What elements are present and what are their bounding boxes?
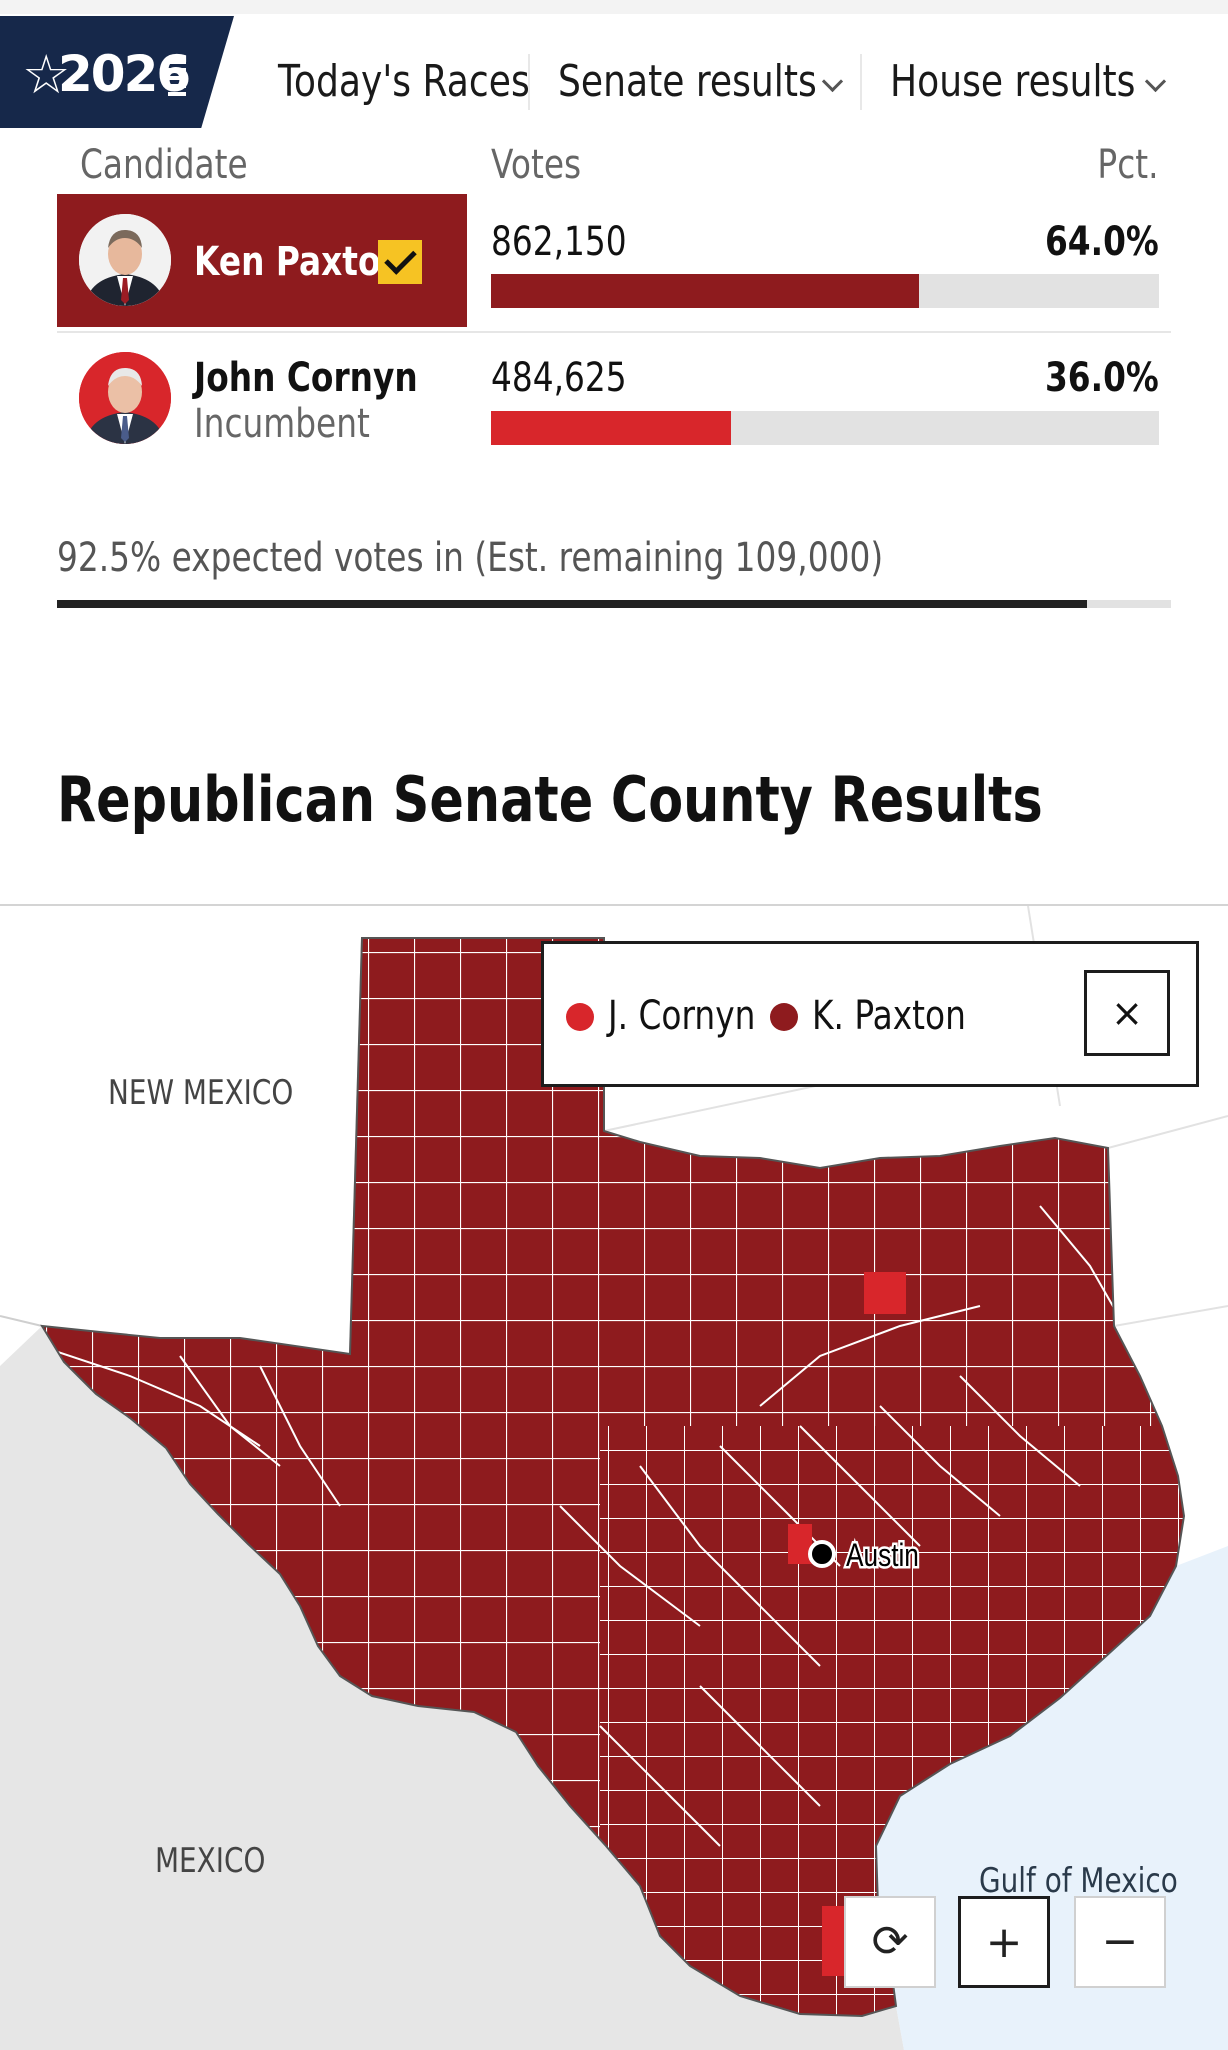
avatar-john-cornyn bbox=[79, 352, 171, 444]
flag-stripes-icon bbox=[168, 60, 186, 100]
expected-votes-progress bbox=[57, 600, 1171, 608]
nav-senate-results[interactable]: Senate results bbox=[558, 54, 874, 110]
avatar-ken-paxton bbox=[79, 214, 171, 306]
cornyn-county[interactable] bbox=[788, 1524, 812, 1564]
top-navigation: ☆ 2026 Today's Races Senate results Hous… bbox=[0, 14, 1228, 130]
map-legend: J. Cornyn K. Paxton × bbox=[541, 941, 1199, 1087]
candidate-name: Ken Paxton bbox=[194, 239, 404, 285]
candidate-header: Candidate bbox=[80, 142, 248, 188]
vote-share-fill bbox=[491, 411, 732, 445]
nav-divider bbox=[528, 54, 530, 110]
zoom-out-button[interactable]: − bbox=[1074, 1896, 1166, 1988]
legend-dot-cornyn bbox=[566, 1003, 594, 1031]
top-bar bbox=[0, 0, 1228, 15]
star-icon: ☆ bbox=[22, 43, 71, 106]
nav-house-results[interactable]: House results bbox=[890, 54, 1189, 110]
mexico-label: MEXICO bbox=[155, 1841, 266, 1881]
mexico-land bbox=[0, 1326, 904, 2050]
cornyn-county[interactable] bbox=[864, 1272, 906, 1314]
chevron-down-icon bbox=[1144, 70, 1167, 93]
legend-dot-paxton bbox=[770, 1003, 798, 1031]
vote-count: 862,150 bbox=[491, 219, 627, 265]
pct-header: Pct. bbox=[1097, 142, 1159, 188]
austin-city-marker[interactable] bbox=[808, 1540, 836, 1568]
vote-share-bar bbox=[491, 274, 1159, 308]
legend-close-button[interactable]: × bbox=[1084, 970, 1170, 1056]
map-section-title: Republican Senate County Results bbox=[57, 763, 1043, 836]
candidate-name: John Cornyn bbox=[194, 355, 418, 401]
expected-votes-progress-fill bbox=[57, 600, 1088, 608]
county-results-map[interactable]: Austin NEW MEXICO MEXICO Gulf of Mexico … bbox=[0, 904, 1228, 2050]
votes-header: Votes bbox=[491, 142, 582, 188]
winner-check-icon bbox=[378, 240, 422, 284]
legend-label-paxton: K. Paxton bbox=[812, 993, 966, 1039]
vote-share-fill bbox=[491, 274, 919, 308]
vote-percent: 36.0% bbox=[1045, 355, 1159, 401]
reset-map-button[interactable]: ⟳ bbox=[844, 1896, 936, 1988]
incumbent-label: Incumbent bbox=[194, 401, 370, 447]
nav-todays-races[interactable]: Today's Races bbox=[278, 56, 530, 107]
legend-label-cornyn: J. Cornyn bbox=[608, 993, 756, 1039]
gulf-of-mexico-label: Gulf of Mexico bbox=[979, 1861, 1178, 1901]
expected-votes-text: 92.5% expected votes in (Est. remaining … bbox=[57, 535, 884, 581]
row-divider bbox=[57, 331, 1171, 333]
election-2026-logo[interactable]: ☆ 2026 bbox=[0, 16, 234, 128]
new-mexico-label: NEW MEXICO bbox=[108, 1073, 294, 1113]
nav-divider bbox=[860, 54, 862, 110]
zoom-in-button[interactable]: + bbox=[958, 1896, 1050, 1988]
vote-share-bar bbox=[491, 411, 1159, 445]
vote-percent: 64.0% bbox=[1045, 219, 1159, 265]
vote-count: 484,625 bbox=[491, 355, 627, 401]
chevron-down-icon bbox=[821, 70, 844, 93]
city-label: Austin bbox=[846, 1539, 919, 1574]
